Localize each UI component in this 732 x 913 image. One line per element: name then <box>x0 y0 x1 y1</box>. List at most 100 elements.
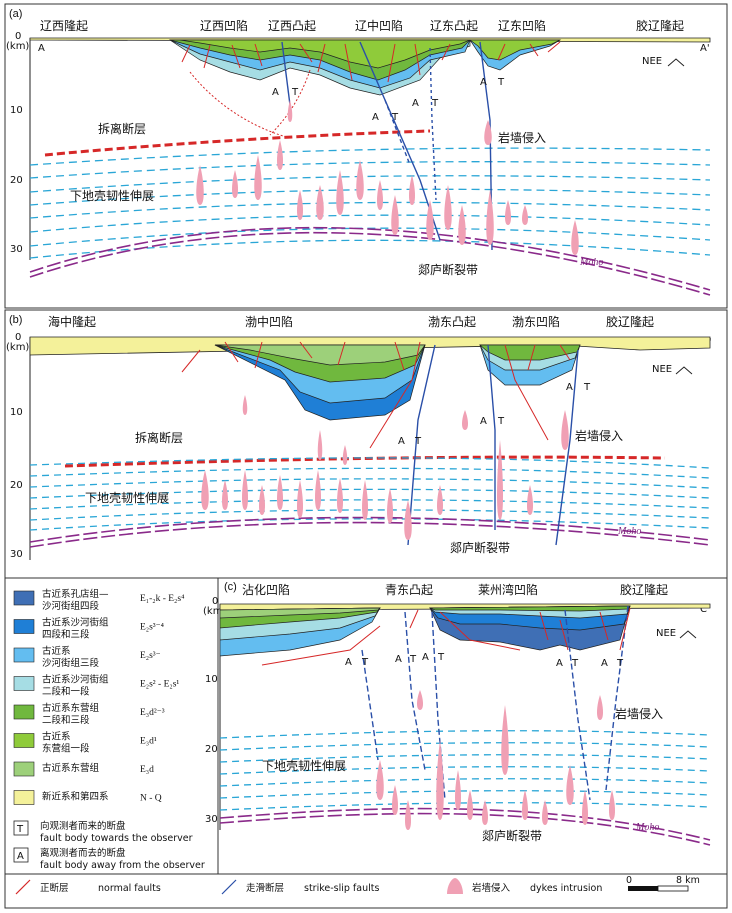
panel-c-top-labels: 沾化凹陷 青东凸起 莱州湾凹陷 胶辽隆起 <box>242 582 668 597</box>
dyke-intrusion <box>342 445 348 465</box>
section-start-a: A <box>38 43 45 54</box>
label-liaoxi-uplift: 辽西隆起 <box>40 18 88 33</box>
at-t3: T <box>431 98 439 109</box>
legend-label: 新近系和第四系 <box>42 791 109 803</box>
label-liaozhong-sag: 辽中凹陷 <box>355 18 403 33</box>
legend-code: E₂s³⁻ <box>140 651 161 661</box>
legend-label: 古近系沙河街组 <box>42 617 109 629</box>
strike-slip-symbol <box>221 879 237 895</box>
legend-label: 沙河街组三段 <box>42 657 100 669</box>
lower-crust-lines-b <box>29 457 711 531</box>
dyke-intrusion <box>455 770 461 810</box>
panel-a-letter: (a) <box>9 8 22 20</box>
legend-label: 古近系 <box>42 731 71 743</box>
dyke-intrusion <box>315 470 321 510</box>
dyke-intrusion <box>222 480 228 510</box>
legend-a-zh: 离观测者而去的断盘 <box>40 847 126 859</box>
dyke-intrusion <box>467 790 473 820</box>
panel-c-legend-frame <box>4 577 728 909</box>
fault-zone-label-a: 郯庐断裂带 <box>418 262 478 277</box>
at-markers-b: A T A T A T <box>398 382 591 447</box>
moho-label-a: Moho <box>579 257 603 268</box>
legend-t-zh: 向观测者而来的断盘 <box>40 820 126 832</box>
fault-zone-label-b: 郯庐断裂带 <box>450 540 510 555</box>
laizhouwan-ed-c <box>429 605 631 612</box>
normal-fault-zh: 正断层 <box>40 882 69 894</box>
at-a6: A <box>480 416 487 427</box>
bottom-legend: 正断层 normal faults 走滑断层 strike-slip fault… <box>15 875 700 895</box>
dyke-intrusion <box>482 800 488 825</box>
depth-tick-30: 30 <box>10 244 23 255</box>
moho-label-b: Moho <box>617 526 641 537</box>
legend-swatch <box>13 647 35 663</box>
legend-label: 古近系东营组 <box>42 702 100 714</box>
moho-line-a2 <box>29 231 711 296</box>
zhanhua-ed1-c <box>219 607 381 619</box>
legend-label: 东营组一段 <box>42 743 90 755</box>
label-zhanhua-sag: 沾化凹陷 <box>242 582 290 597</box>
at-a12: A <box>601 658 608 669</box>
detachment-fault-b <box>64 455 666 468</box>
dyke-intrusion <box>297 190 303 220</box>
depth-tick-20-c: 20 <box>205 744 218 755</box>
moho-line-b1 <box>29 516 711 543</box>
scale-start: 0 <box>626 875 632 886</box>
lower-crust-lines-c <box>219 730 711 811</box>
nee-label-a: NEE <box>642 56 662 67</box>
legend-swatch <box>13 676 35 691</box>
legend-t-box <box>13 820 29 836</box>
detachment-splay-a2 <box>269 69 311 136</box>
nee-arrow-a <box>667 58 685 67</box>
legend-code: E₁-₂k - E₂s⁴ <box>140 594 185 604</box>
dyke-intrusion <box>571 220 579 255</box>
section-end-a: A' <box>700 43 710 54</box>
dyke-intrusion <box>376 760 384 800</box>
depth-tick-0: 0 <box>15 31 21 42</box>
dyke-intrusion <box>356 160 364 200</box>
panel-b: (b) 海中隆起 渤中凹陷 渤东凸起 渤东凹陷 胶辽隆起 0 (km) 10 2… <box>6 314 712 560</box>
at-t2: T <box>391 112 399 123</box>
strike-slip-faults-b <box>407 344 579 546</box>
dyke-intrusion <box>437 485 443 515</box>
moho-line-a1 <box>29 226 711 291</box>
dyke-intrusion <box>582 790 588 825</box>
at-t4: T <box>497 77 505 88</box>
scale-bar-white <box>657 885 689 892</box>
dykes-a <box>196 100 579 255</box>
dyke-intrusion <box>277 475 283 510</box>
dyke-intrusion <box>522 205 528 225</box>
dyke-intrusion <box>597 695 603 720</box>
moho-label-c: Moho <box>635 822 659 833</box>
at-t9: T <box>409 654 417 665</box>
legend-label: 四段和三段 <box>42 629 90 641</box>
at-t6: T <box>497 416 505 427</box>
legend-code: E₃d¹ <box>140 737 157 747</box>
legend-a-box <box>13 847 29 863</box>
legend-fault-body-symbols: T 向观测者而来的断盘 fault body towards the obser… <box>13 820 205 871</box>
depth-tick-20: 20 <box>10 175 23 186</box>
at-t10: T <box>437 652 445 663</box>
dyke-intrusion <box>417 690 423 710</box>
legend-a-mark: A <box>17 851 24 862</box>
dyke-intrusion <box>387 488 393 523</box>
dyke-intrusion <box>316 185 324 220</box>
dyke-intrusion <box>505 200 511 225</box>
depth-tick-20-b: 20 <box>10 480 23 491</box>
dyke-intrusion <box>287 100 293 122</box>
at-markers-a: A T A T A T A T <box>272 77 505 123</box>
dyke-label-c: 岩墙侵入 <box>615 706 663 721</box>
nee-label-c: NEE <box>656 628 676 639</box>
dyke-intrusion <box>527 485 533 515</box>
dyke-intrusion <box>337 478 343 513</box>
legend-swatch <box>13 733 35 748</box>
label-qingdong-swell: 青东凸起 <box>385 583 433 597</box>
legend-label: 古近系东营组 <box>42 762 100 774</box>
legend-swatch <box>13 704 35 720</box>
liaodong-sag-top-a <box>468 39 561 61</box>
dyke-zh: 岩墙侵入 <box>472 882 511 894</box>
detachment-label-b: 拆离断层 <box>135 430 183 445</box>
dyke-intrusion <box>254 155 262 200</box>
dyke-intrusion <box>436 740 444 820</box>
dyke-intrusion <box>232 170 238 198</box>
